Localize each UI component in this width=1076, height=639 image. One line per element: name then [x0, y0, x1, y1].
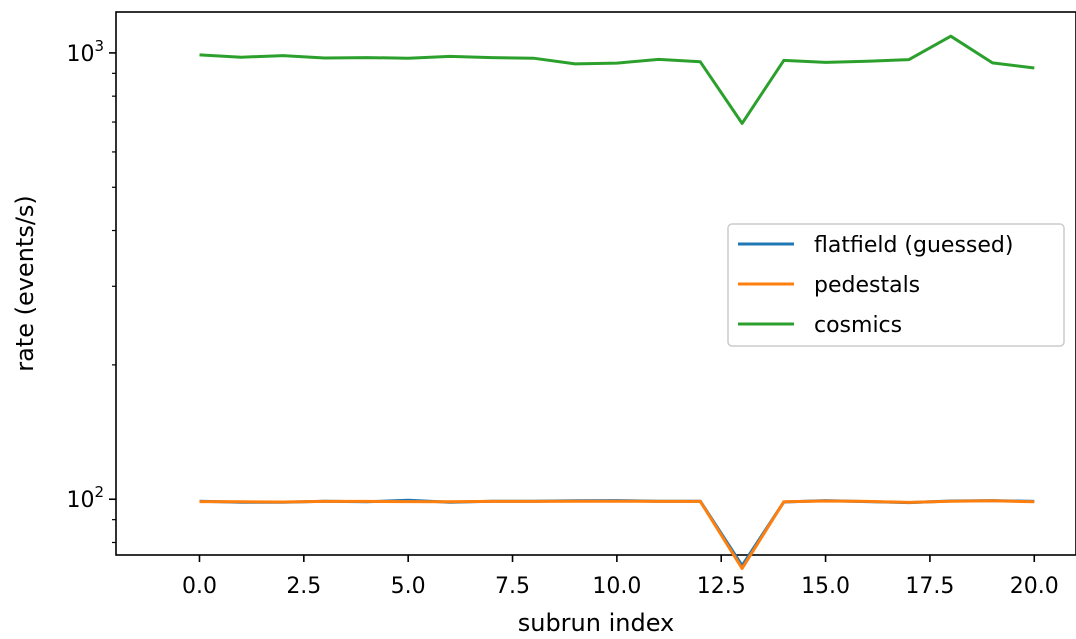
x-tick-label: 2.5 — [286, 574, 321, 599]
x-tick-label: 12.5 — [697, 574, 746, 599]
x-tick-label: 15.0 — [801, 574, 850, 599]
x-tick-label: 20.0 — [1010, 574, 1059, 599]
x-tick-label: 10.0 — [592, 574, 641, 599]
x-tick-label: 5.0 — [391, 574, 426, 599]
x-axis-label: subrun index — [518, 609, 675, 637]
x-tick-label: 0.0 — [182, 574, 217, 599]
legend-label: flatfield (guessed) — [814, 233, 1013, 258]
legend-frame — [727, 223, 1065, 347]
legend-label: cosmics — [814, 313, 902, 338]
y-axis-label: rate (events/s) — [11, 195, 39, 372]
legend-label: pedestals — [814, 273, 920, 298]
series-layer — [199, 34, 1035, 570]
x-tick-label: 17.5 — [905, 574, 954, 599]
legend: flatfield (guessed) pedestals cosmics — [727, 223, 1065, 347]
x-axis-ticks: 0.0 2.5 5.0 7.5 10.0 12.5 15.0 17.5 20.0 — [182, 555, 1059, 599]
x-tick-label: 7.5 — [495, 574, 530, 599]
series-line-cosmics — [199, 34, 1035, 125]
series-line-pedestals — [199, 499, 1035, 570]
